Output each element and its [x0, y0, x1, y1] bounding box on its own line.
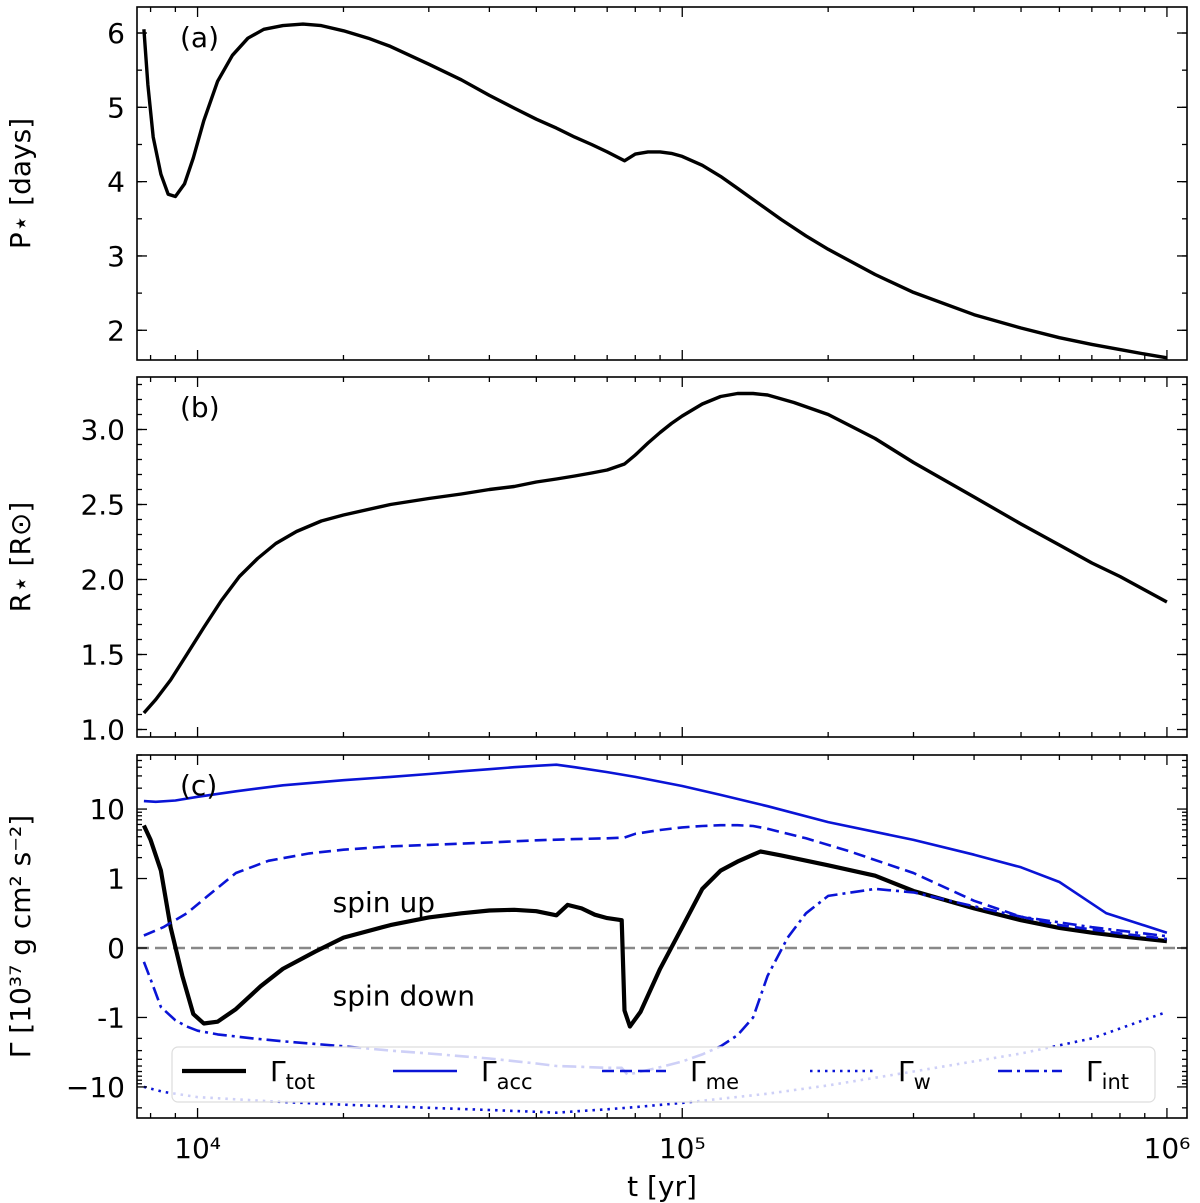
series-line-gamma-me — [143, 823, 1168, 941]
series-line-curve — [142, 391, 1168, 715]
shared-x-axis-label: t [yr] — [627, 1170, 697, 1203]
x-tick-label: 10⁴ — [174, 1132, 221, 1165]
x-axis-label: t [yr] — [627, 1170, 697, 1203]
spin-down-annotation: spin down — [333, 980, 475, 1013]
spin-up-annotation: spin up — [333, 886, 435, 919]
panel-label: (a) — [180, 21, 219, 54]
x-tick-label: 10⁶ — [1144, 1132, 1191, 1165]
series-line-gamma-acc — [143, 763, 1168, 934]
legend: Γtot Γacc Γme Γw Γint — [171, 1046, 1156, 1103]
y-tick-label: 4 — [107, 166, 125, 199]
y-tick-label: 1 — [107, 863, 125, 896]
axes-frame — [136, 376, 1188, 738]
legend-entry: Γme — [690, 1055, 739, 1094]
y-tick-label: 2 — [107, 314, 125, 347]
y-tick-label: 0 — [107, 932, 125, 965]
series-line-gamma-tot — [141, 824, 1168, 1029]
series-line-curve — [142, 22, 1168, 360]
legend-box — [171, 1046, 1156, 1103]
y-axis-label: R⋆ [R⊙] — [4, 502, 37, 613]
y-tick-label: -1 — [97, 1001, 125, 1034]
y-tick-label: 2.5 — [80, 489, 125, 522]
y-tick-label: 6 — [107, 17, 125, 50]
y-tick-label: 10 — [89, 793, 125, 826]
x-tick-label: 10⁵ — [659, 1132, 706, 1165]
legend-entry: Γw — [898, 1055, 931, 1094]
y-axis-label: P⋆ [days] — [4, 118, 37, 249]
panel-label: (c) — [180, 769, 217, 802]
y-axis-label: Γ [10³⁷ g cm² s⁻²] — [4, 815, 37, 1058]
legend-entry: Γtot — [270, 1055, 315, 1094]
legend-entry: Γint — [1086, 1055, 1129, 1094]
y-tick-label: 3 — [107, 240, 125, 273]
panel-b: 1.0 1.5 2.0 2.5 3.0 (b) R⋆ [R⊙] — [4, 376, 1188, 747]
panel-c: −10 -1 0 1 10 (c) Γ [10³⁷ g cm² s⁻²] 10⁴ 10⁵ 10⁶ s… — [4, 754, 1191, 1165]
y-tick-label: 2.0 — [80, 564, 125, 597]
y-tick-label: 1.5 — [80, 639, 125, 672]
y-tick-label: 1.0 — [80, 714, 125, 747]
panel-label: (b) — [180, 391, 220, 424]
axes-frame — [136, 754, 1188, 1119]
y-tick-label: −10 — [66, 1071, 125, 1104]
axes-frame — [136, 6, 1188, 361]
y-tick-label: 5 — [107, 91, 125, 124]
panel-a: 2 3 4 5 6 (a) P⋆ [days] — [4, 6, 1188, 361]
y-tick-label: 3.0 — [80, 414, 125, 447]
legend-entry: Γacc — [481, 1055, 533, 1094]
